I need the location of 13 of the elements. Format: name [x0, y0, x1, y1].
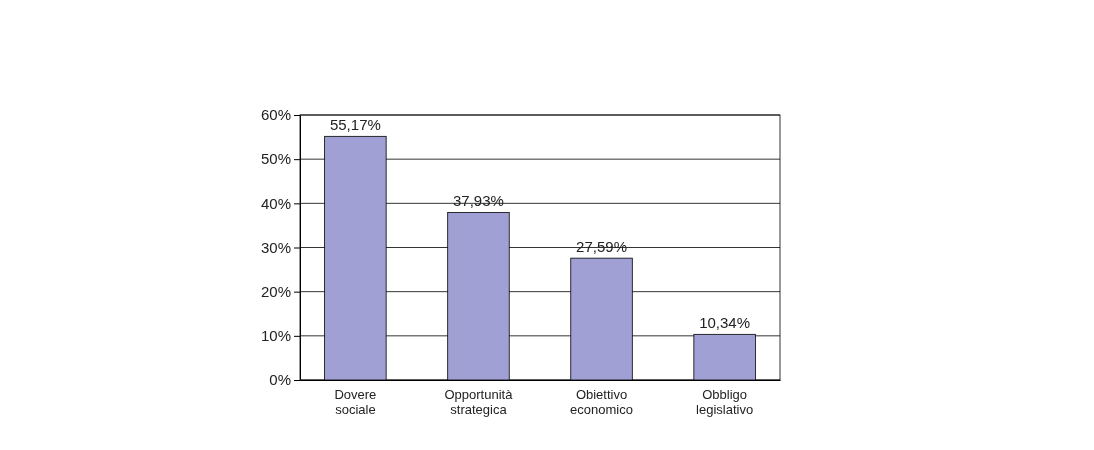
data-label: 10,34%	[699, 314, 751, 332]
x-tick-label: Opportunità strategica	[444, 386, 514, 417]
y-tick-label: 20%	[260, 282, 291, 300]
y-tick-label: 10%	[260, 327, 291, 345]
y-tick-label: 60%	[260, 106, 291, 124]
y-tick-label: 40%	[260, 194, 291, 212]
data-label: 55,17%	[329, 116, 381, 134]
y-tick-label: 50%	[260, 150, 291, 168]
y-tick-label: 0%	[269, 371, 291, 389]
x-tick-label: Obiettivo economico	[570, 386, 633, 417]
x-tick-label: Obbligo legislativo	[696, 386, 754, 417]
x-tick-label: Dovere sociale	[334, 386, 377, 417]
y-tick-label: 30%	[260, 238, 291, 256]
